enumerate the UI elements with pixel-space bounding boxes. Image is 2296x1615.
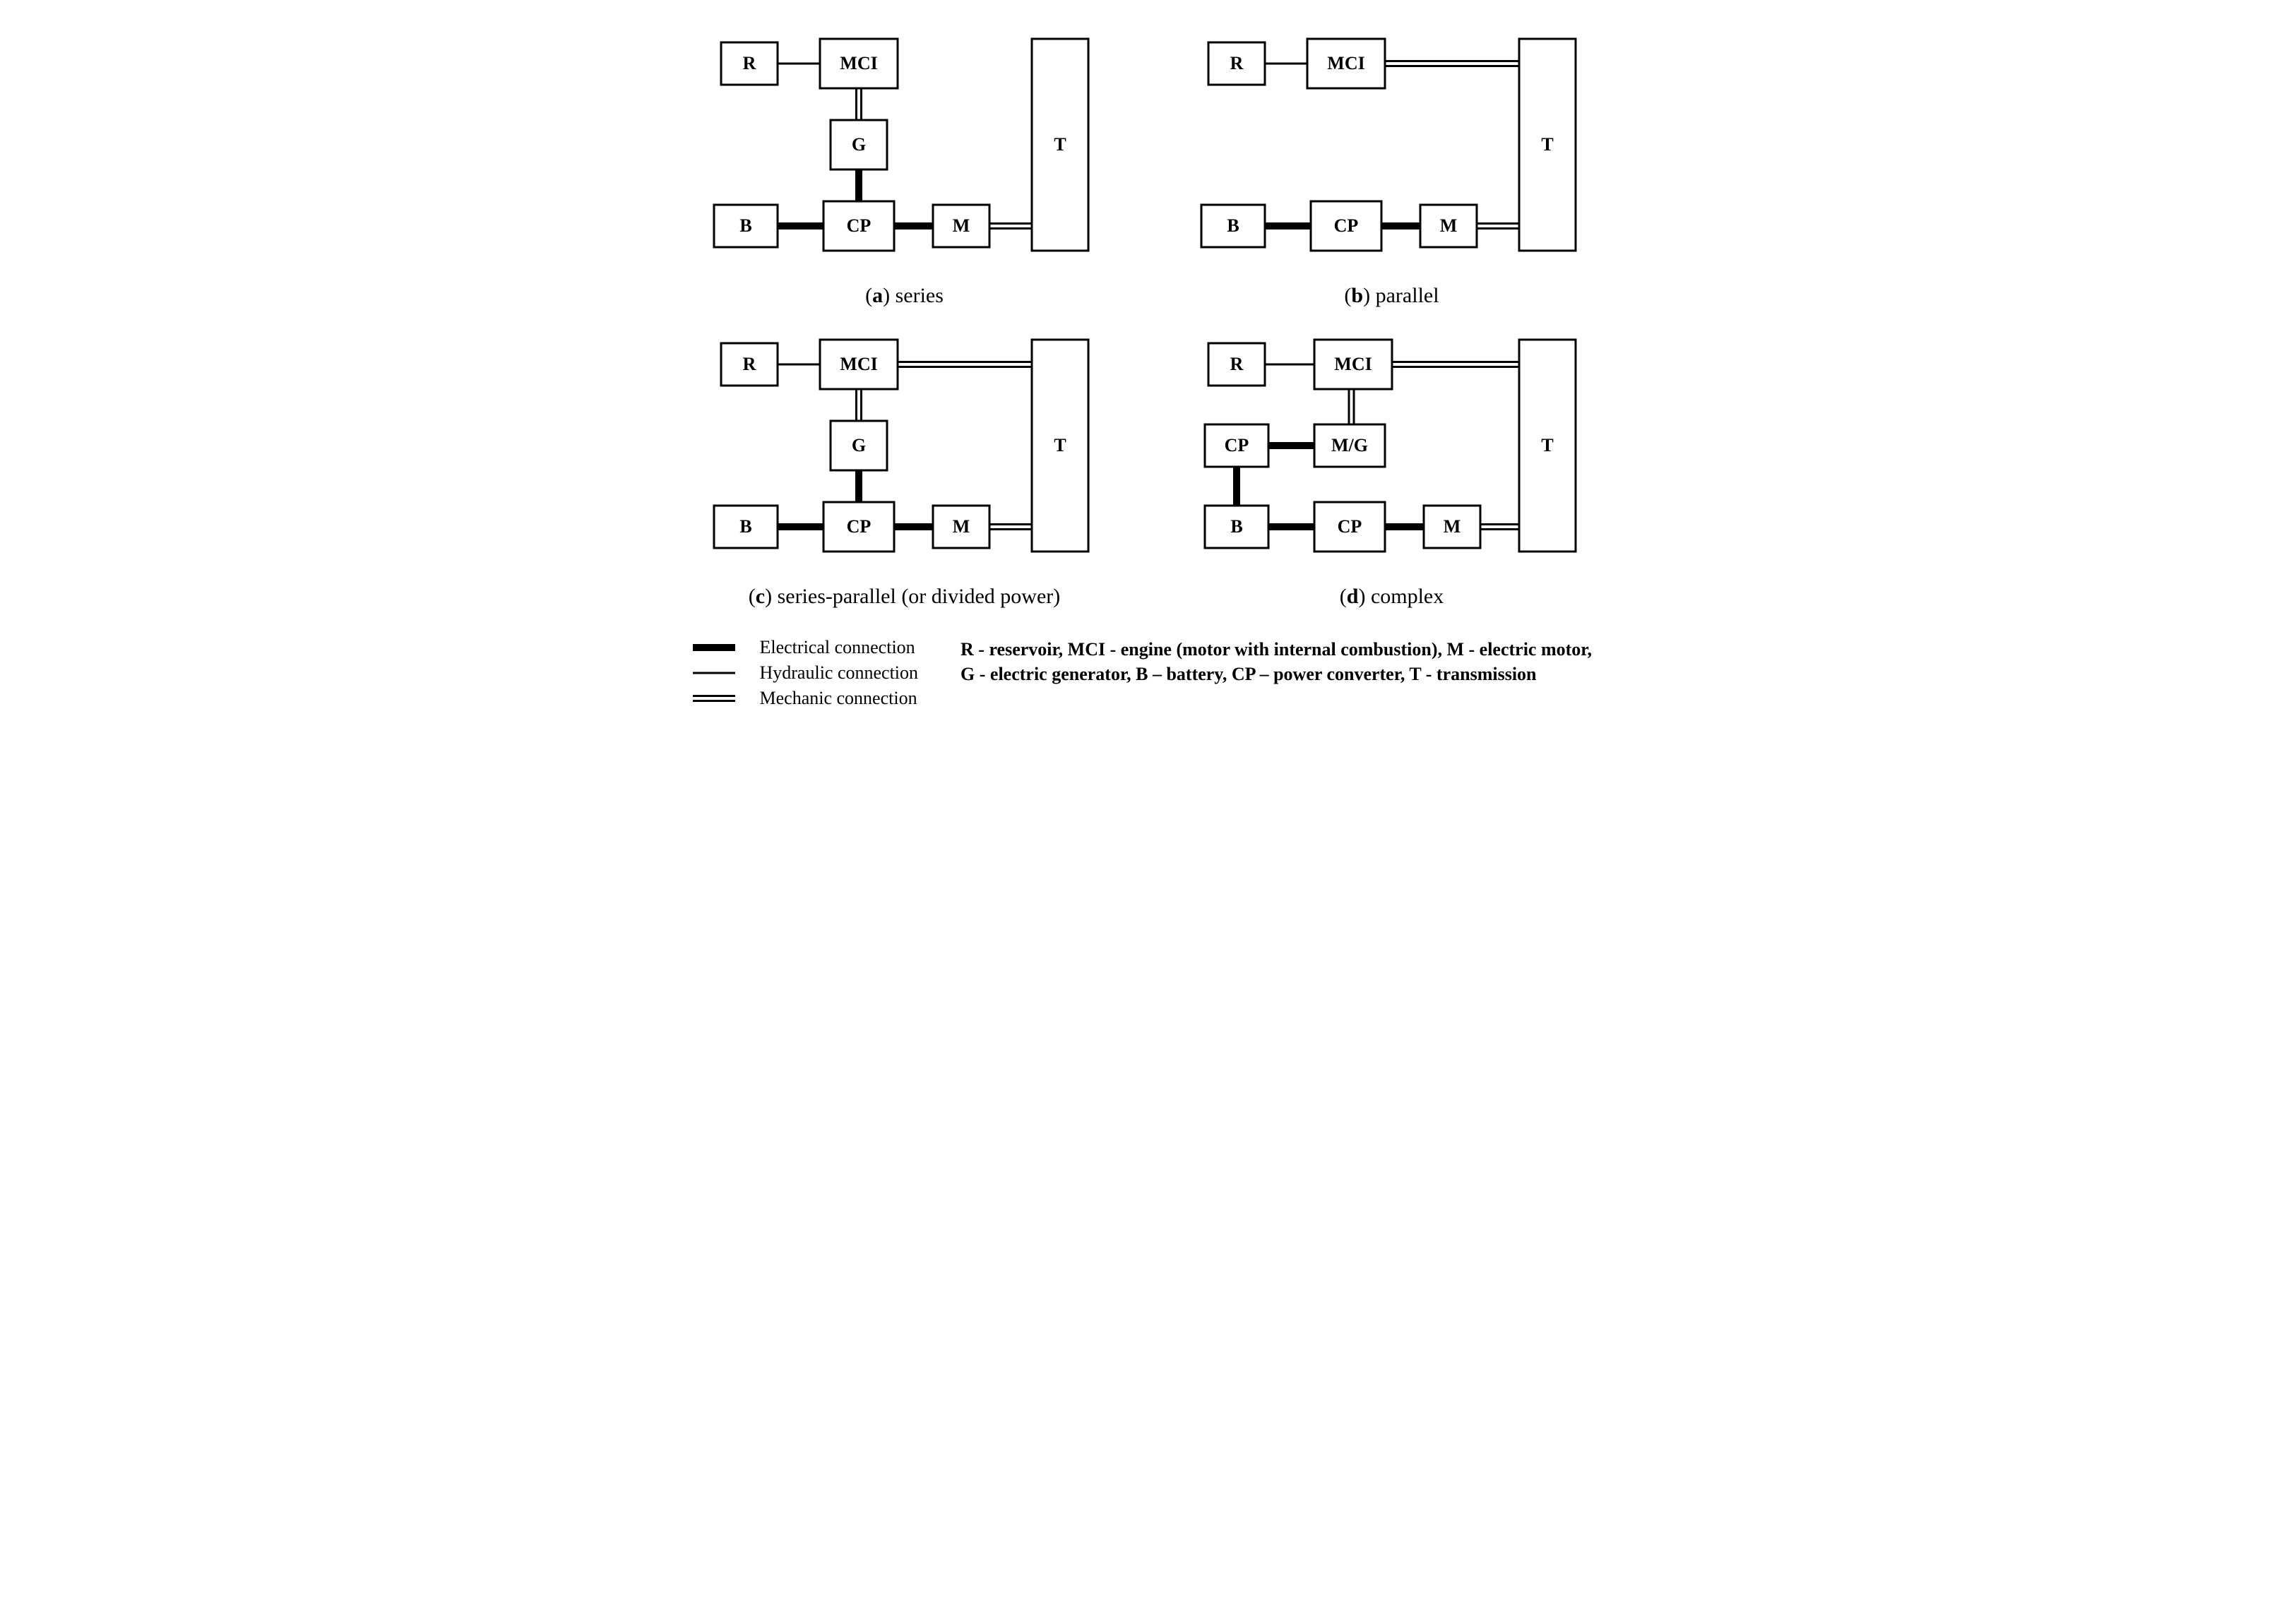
legend-abbreviations: R - reservoir, MCI - engine (motor with …	[960, 637, 1607, 686]
caption-b-text: parallel	[1376, 284, 1439, 307]
node-b: B	[714, 506, 778, 548]
node-b: B	[714, 205, 778, 247]
caption-c-text: series-parallel (or divided power)	[778, 585, 1061, 608]
legend-label: Electrical connection	[760, 637, 915, 658]
svg-text:MCI: MCI	[1334, 354, 1372, 374]
mechanic-icon	[689, 693, 739, 704]
caption-b: (b) parallel	[1344, 284, 1439, 308]
svg-text:M: M	[952, 215, 970, 236]
node-t: T	[1519, 39, 1576, 251]
svg-text:M: M	[1439, 215, 1457, 236]
svg-text:CP: CP	[846, 516, 871, 537]
legend-row-electrical: Electrical connection	[689, 637, 919, 658]
caption-a-text: series	[896, 284, 944, 307]
node-t: T	[1032, 39, 1088, 251]
diagram-grid: R MCI G B CP M T (a) series R MCI B CP M T (b) para…	[689, 21, 1607, 609]
svg-text:M/G: M/G	[1331, 435, 1368, 455]
panel-d: R MCI CP M/G B CP M T (d) complex	[1177, 322, 1607, 609]
node-mci: MCI	[820, 340, 898, 389]
node-r: R	[721, 343, 778, 386]
caption-b-letter: b	[1351, 284, 1363, 307]
diagram-a: R MCI G B CP M T	[707, 21, 1102, 275]
svg-text:R: R	[1230, 354, 1243, 374]
caption-c: (c) series-parallel (or divided power)	[749, 585, 1061, 609]
node-m: M	[1420, 205, 1477, 247]
node-t: T	[1519, 340, 1576, 552]
svg-text:G: G	[851, 134, 865, 155]
diagram-d: R MCI CP M/G B CP M T	[1194, 322, 1590, 576]
svg-text:T: T	[1541, 134, 1553, 155]
legend-row-hydraulic: Hydraulic connection	[689, 662, 919, 684]
caption-d-text: complex	[1371, 585, 1444, 608]
svg-text:MCI: MCI	[1327, 53, 1364, 73]
node-cp: CP	[1314, 502, 1385, 552]
node-m: M	[933, 205, 989, 247]
svg-text:R: R	[1230, 53, 1243, 73]
caption-c-letter: c	[756, 585, 765, 608]
panel-a: R MCI G B CP M T (a) series	[689, 21, 1120, 308]
caption-d: (d) complex	[1340, 585, 1444, 609]
node-mci: MCI	[1307, 39, 1385, 88]
node-g: G	[831, 421, 887, 470]
legend-label: Hydraulic connection	[760, 662, 919, 684]
svg-text:CP: CP	[1224, 435, 1249, 455]
node-cp: CP	[823, 201, 894, 251]
node-r: R	[1208, 343, 1265, 386]
svg-text:T: T	[1054, 134, 1066, 155]
svg-text:M: M	[952, 516, 970, 537]
svg-text:CP: CP	[846, 215, 871, 236]
caption-a: (a) series	[865, 284, 944, 308]
node-cp: CP	[823, 502, 894, 552]
node-mg: M/G	[1314, 424, 1385, 467]
diagram-b: R MCI B CP M T	[1194, 21, 1590, 275]
diagram-c: R MCI G B CP M T	[707, 322, 1102, 576]
svg-text:MCI: MCI	[840, 53, 877, 73]
electrical-icon	[689, 642, 739, 653]
legend-row-mechanic: Mechanic connection	[689, 688, 919, 709]
node-b: B	[1201, 205, 1265, 247]
caption-d-letter: d	[1347, 585, 1359, 608]
node-mci: MCI	[1314, 340, 1392, 389]
caption-a-letter: a	[872, 284, 883, 307]
svg-text:MCI: MCI	[840, 354, 877, 374]
legend-label: Mechanic connection	[760, 688, 917, 709]
svg-text:G: G	[851, 435, 865, 455]
svg-text:T: T	[1054, 435, 1066, 455]
node-r: R	[721, 42, 778, 85]
panel-c: R MCI G B CP M T (c) series-parallel (or divid…	[689, 322, 1120, 609]
svg-text:CP: CP	[1337, 516, 1362, 537]
svg-text:R: R	[742, 53, 756, 73]
panel-b: R MCI B CP M T (b) parallel	[1177, 21, 1607, 308]
node-cp: CP	[1311, 201, 1381, 251]
node-t: T	[1032, 340, 1088, 552]
node-r: R	[1208, 42, 1265, 85]
svg-text:B: B	[739, 215, 751, 236]
svg-text:B: B	[739, 516, 751, 537]
legend: Electrical connection Hydraulic connectio…	[689, 637, 1607, 713]
node-cp2: CP	[1205, 424, 1268, 467]
legend-connections: Electrical connection Hydraulic connectio…	[689, 637, 919, 713]
svg-text:B: B	[1230, 516, 1242, 537]
svg-text:B: B	[1227, 215, 1239, 236]
node-mci: MCI	[820, 39, 898, 88]
svg-text:R: R	[742, 354, 756, 374]
svg-text:M: M	[1443, 516, 1461, 537]
node-m: M	[933, 506, 989, 548]
page: R MCI G B CP M T (a) series R MCI B CP M T (b) para…	[675, 0, 1622, 734]
svg-text:T: T	[1541, 435, 1553, 455]
svg-text:CP: CP	[1333, 215, 1358, 236]
node-m: M	[1424, 506, 1480, 548]
node-b: B	[1205, 506, 1268, 548]
hydraulic-icon	[689, 667, 739, 679]
node-g: G	[831, 120, 887, 169]
